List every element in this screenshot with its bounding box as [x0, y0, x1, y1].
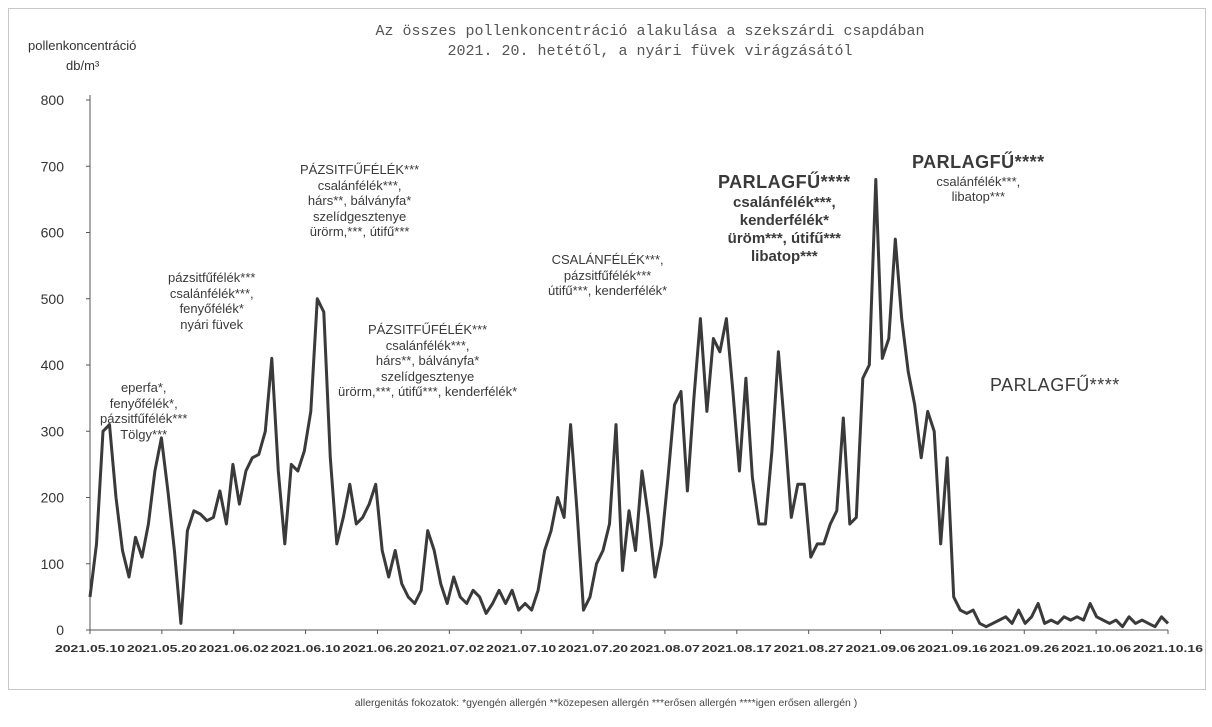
- annotation-line: pázsitfűfélék***: [100, 411, 188, 427]
- annotation-3: PÁZSITFŰFÉLÉK*** csalánfélék***, hárs**,…: [300, 162, 419, 240]
- x-tick-label: 2021.08.07: [630, 643, 700, 655]
- y-tick-label: 100: [41, 556, 65, 572]
- x-tick-label: 2021.07.20: [558, 643, 628, 655]
- annotation-8: PARLAGFŰ****: [990, 375, 1120, 397]
- y-tick-label: 400: [41, 357, 65, 373]
- y-axis-label: pollenkoncentráció db/m³: [28, 36, 136, 75]
- annotation-2: pázsitfűfélék*** csalánfélék***, fenyőfé…: [168, 270, 255, 332]
- annotation-line: libatop***: [951, 189, 1006, 205]
- x-tick-label: 2021.06.10: [271, 643, 341, 655]
- y-tick-label: 800: [41, 92, 65, 108]
- allergen-footnote: allergenitás fokozatok: *gyengén allergé…: [354, 697, 858, 709]
- annotation-line: nyári füvek: [180, 316, 244, 332]
- annotation-1: eperfa*, fenyőfélék*, pázsitfűfélék*** T…: [100, 380, 187, 442]
- annotation-line: PÁZSITFŰFÉLÉK***: [368, 322, 488, 337]
- chart-title-block: Az összes pollenkoncentráció alakulása a…: [300, 22, 1000, 63]
- annotation-line: PÁZSITFŰFÉLÉK***: [300, 162, 420, 177]
- y-tick-label: 600: [41, 225, 65, 241]
- annotation-line: szelídgesztenye: [312, 208, 407, 224]
- annotation-line: csalánfélék***,: [385, 337, 470, 353]
- x-tick-label: 2021.09.26: [989, 643, 1059, 655]
- annotation-line: fenyőfélék*,: [109, 395, 178, 411]
- y-tick-label: 700: [41, 158, 65, 174]
- x-tick-label: 2021.10.16: [1133, 643, 1203, 655]
- annotation-line: csalánfélék***,: [317, 177, 402, 193]
- x-tick-label: 2021.08.17: [702, 643, 772, 655]
- annotation-line: PARLAGFŰ****: [912, 152, 1045, 172]
- y-axis: 0 100 200 300 400 500 600 700 800: [41, 92, 91, 638]
- y-tick-label: 200: [41, 490, 65, 506]
- annotation-line: libatop***: [751, 247, 818, 265]
- x-tick-label: 2021.07.02: [414, 643, 484, 655]
- annotation-line: fenyőfélék*: [179, 301, 244, 317]
- annotation-7: PARLAGFŰ**** csalánfélék***, libatop***: [912, 152, 1045, 205]
- annotation-line: kenderfélék*: [739, 211, 829, 229]
- annotation-line: csalánfélék***,: [936, 173, 1021, 189]
- annotation-line: PARLAGFŰ****: [718, 172, 851, 192]
- x-tick-label: 2021.09.16: [917, 643, 987, 655]
- annotation-line: eperfa*,: [120, 380, 167, 395]
- annotation-line: csalánfélék***,: [169, 285, 254, 301]
- x-tick-label: 2021.05.10: [55, 643, 125, 655]
- y-tick-label: 300: [41, 423, 65, 439]
- chart-title: Az összes pollenkoncentráció alakulása a…: [375, 23, 925, 40]
- x-axis: 2021.05.10 2021.05.20 2021.06.02 2021.06.10…: [55, 629, 1203, 655]
- chart-subtitle: 2021. 20. hetétől, a nyári füvek virágzá…: [447, 43, 853, 61]
- annotation-6: PARLAGFŰ**** csalánfélék***, kenderfélék…: [718, 172, 851, 266]
- annotation-line: PARLAGFŰ****: [990, 375, 1120, 395]
- annotation-line: ürörm,***, útifű***, kenderfélék*: [338, 384, 518, 400]
- annotation-line: üröm***, útifű***: [727, 229, 842, 247]
- annotation-line: pázsitfűfélék***: [563, 267, 652, 283]
- annotation-line: hárs**, bálványfa*: [307, 193, 412, 209]
- annotation-line: Tölgy***: [120, 426, 168, 442]
- annotation-line: CSALÁNFÉLÉK***,: [551, 252, 664, 267]
- y-axis-unit: db/m³: [66, 57, 100, 73]
- x-tick-label: 2021.05.20: [127, 643, 197, 655]
- x-tick-label: 2021.06.20: [342, 643, 412, 655]
- plot-area: [88, 178, 1170, 629]
- annotation-line: útifű***, kenderfélék*: [548, 283, 668, 299]
- annotation-5: CSALÁNFÉLÉK***, pázsitfűfélék*** útifű**…: [548, 252, 667, 299]
- annotation-line: ürörm,***, útifű***: [309, 224, 410, 240]
- x-tick-label: 2021.09.06: [846, 643, 916, 655]
- y-axis-title: pollenkoncentráció: [28, 38, 137, 53]
- annotation-4: PÁZSITFŰFÉLÉK*** csalánfélék***, hárs**,…: [338, 322, 517, 400]
- annotation-line: pázsitfűfélék***: [168, 270, 256, 285]
- y-tick-label: 500: [41, 291, 65, 307]
- x-tick-label: 2021.06.02: [199, 643, 269, 655]
- x-tick-label: 2021.07.10: [486, 643, 556, 655]
- x-tick-label: 2021.08.27: [774, 643, 844, 655]
- annotation-line: szelídgesztenye: [380, 368, 475, 384]
- y-tick-label: 0: [56, 622, 64, 638]
- x-tick-label: 2021.10.06: [1061, 643, 1131, 655]
- series-line-1: [88, 178, 1170, 629]
- annotation-line: csalánfélék***,: [733, 193, 836, 211]
- chart-frame: [8, 8, 1206, 690]
- annotation-line: hárs**, bálványfa*: [375, 353, 480, 369]
